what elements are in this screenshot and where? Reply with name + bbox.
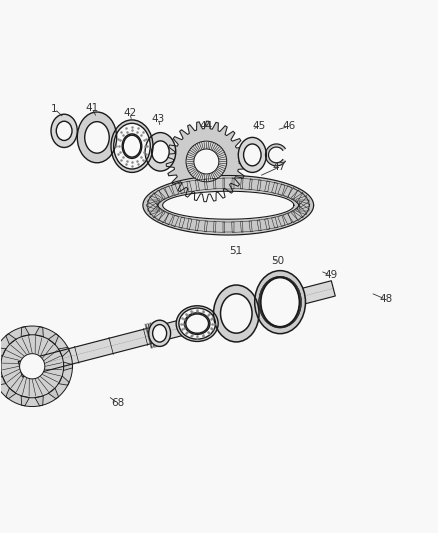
- Text: 41: 41: [85, 103, 98, 113]
- Polygon shape: [48, 334, 58, 344]
- Circle shape: [194, 149, 219, 174]
- Ellipse shape: [122, 134, 141, 158]
- Polygon shape: [48, 388, 58, 399]
- Polygon shape: [21, 327, 29, 337]
- Ellipse shape: [151, 141, 169, 163]
- Ellipse shape: [260, 278, 299, 327]
- Ellipse shape: [111, 120, 152, 172]
- Ellipse shape: [145, 133, 175, 171]
- Ellipse shape: [113, 123, 150, 169]
- Polygon shape: [162, 191, 293, 219]
- Text: 46: 46: [281, 122, 295, 132]
- Circle shape: [0, 326, 72, 407]
- Text: 45: 45: [252, 120, 265, 131]
- Polygon shape: [166, 121, 246, 201]
- Ellipse shape: [152, 325, 166, 342]
- Ellipse shape: [254, 271, 305, 334]
- Circle shape: [20, 354, 45, 379]
- Polygon shape: [6, 388, 16, 399]
- Ellipse shape: [77, 112, 117, 163]
- Text: 44: 44: [199, 122, 212, 132]
- Text: 49: 49: [323, 270, 336, 280]
- Text: 43: 43: [151, 114, 165, 124]
- Polygon shape: [0, 362, 1, 370]
- Polygon shape: [58, 348, 69, 357]
- Ellipse shape: [56, 121, 72, 141]
- Polygon shape: [0, 376, 6, 385]
- Text: 1: 1: [51, 104, 58, 114]
- Ellipse shape: [85, 122, 109, 153]
- Text: 50: 50: [271, 256, 284, 266]
- Ellipse shape: [176, 306, 218, 342]
- Polygon shape: [6, 334, 16, 344]
- Text: 51: 51: [229, 246, 242, 256]
- Ellipse shape: [51, 114, 77, 148]
- Text: 48: 48: [378, 294, 392, 304]
- Ellipse shape: [148, 320, 170, 346]
- Polygon shape: [18, 281, 335, 377]
- Ellipse shape: [220, 294, 251, 333]
- Ellipse shape: [238, 138, 266, 172]
- Polygon shape: [21, 396, 29, 406]
- Polygon shape: [265, 144, 285, 166]
- Ellipse shape: [243, 144, 261, 166]
- Polygon shape: [58, 376, 69, 385]
- Ellipse shape: [213, 285, 258, 342]
- Polygon shape: [35, 327, 43, 337]
- Polygon shape: [35, 396, 43, 406]
- Text: 68: 68: [111, 398, 124, 408]
- Text: 47: 47: [272, 162, 285, 172]
- Ellipse shape: [179, 308, 215, 339]
- Circle shape: [186, 141, 226, 182]
- Polygon shape: [63, 362, 72, 370]
- Polygon shape: [0, 348, 6, 357]
- Text: 42: 42: [123, 108, 136, 118]
- Ellipse shape: [123, 135, 141, 157]
- Ellipse shape: [184, 313, 209, 334]
- Ellipse shape: [185, 314, 208, 333]
- Polygon shape: [143, 175, 313, 235]
